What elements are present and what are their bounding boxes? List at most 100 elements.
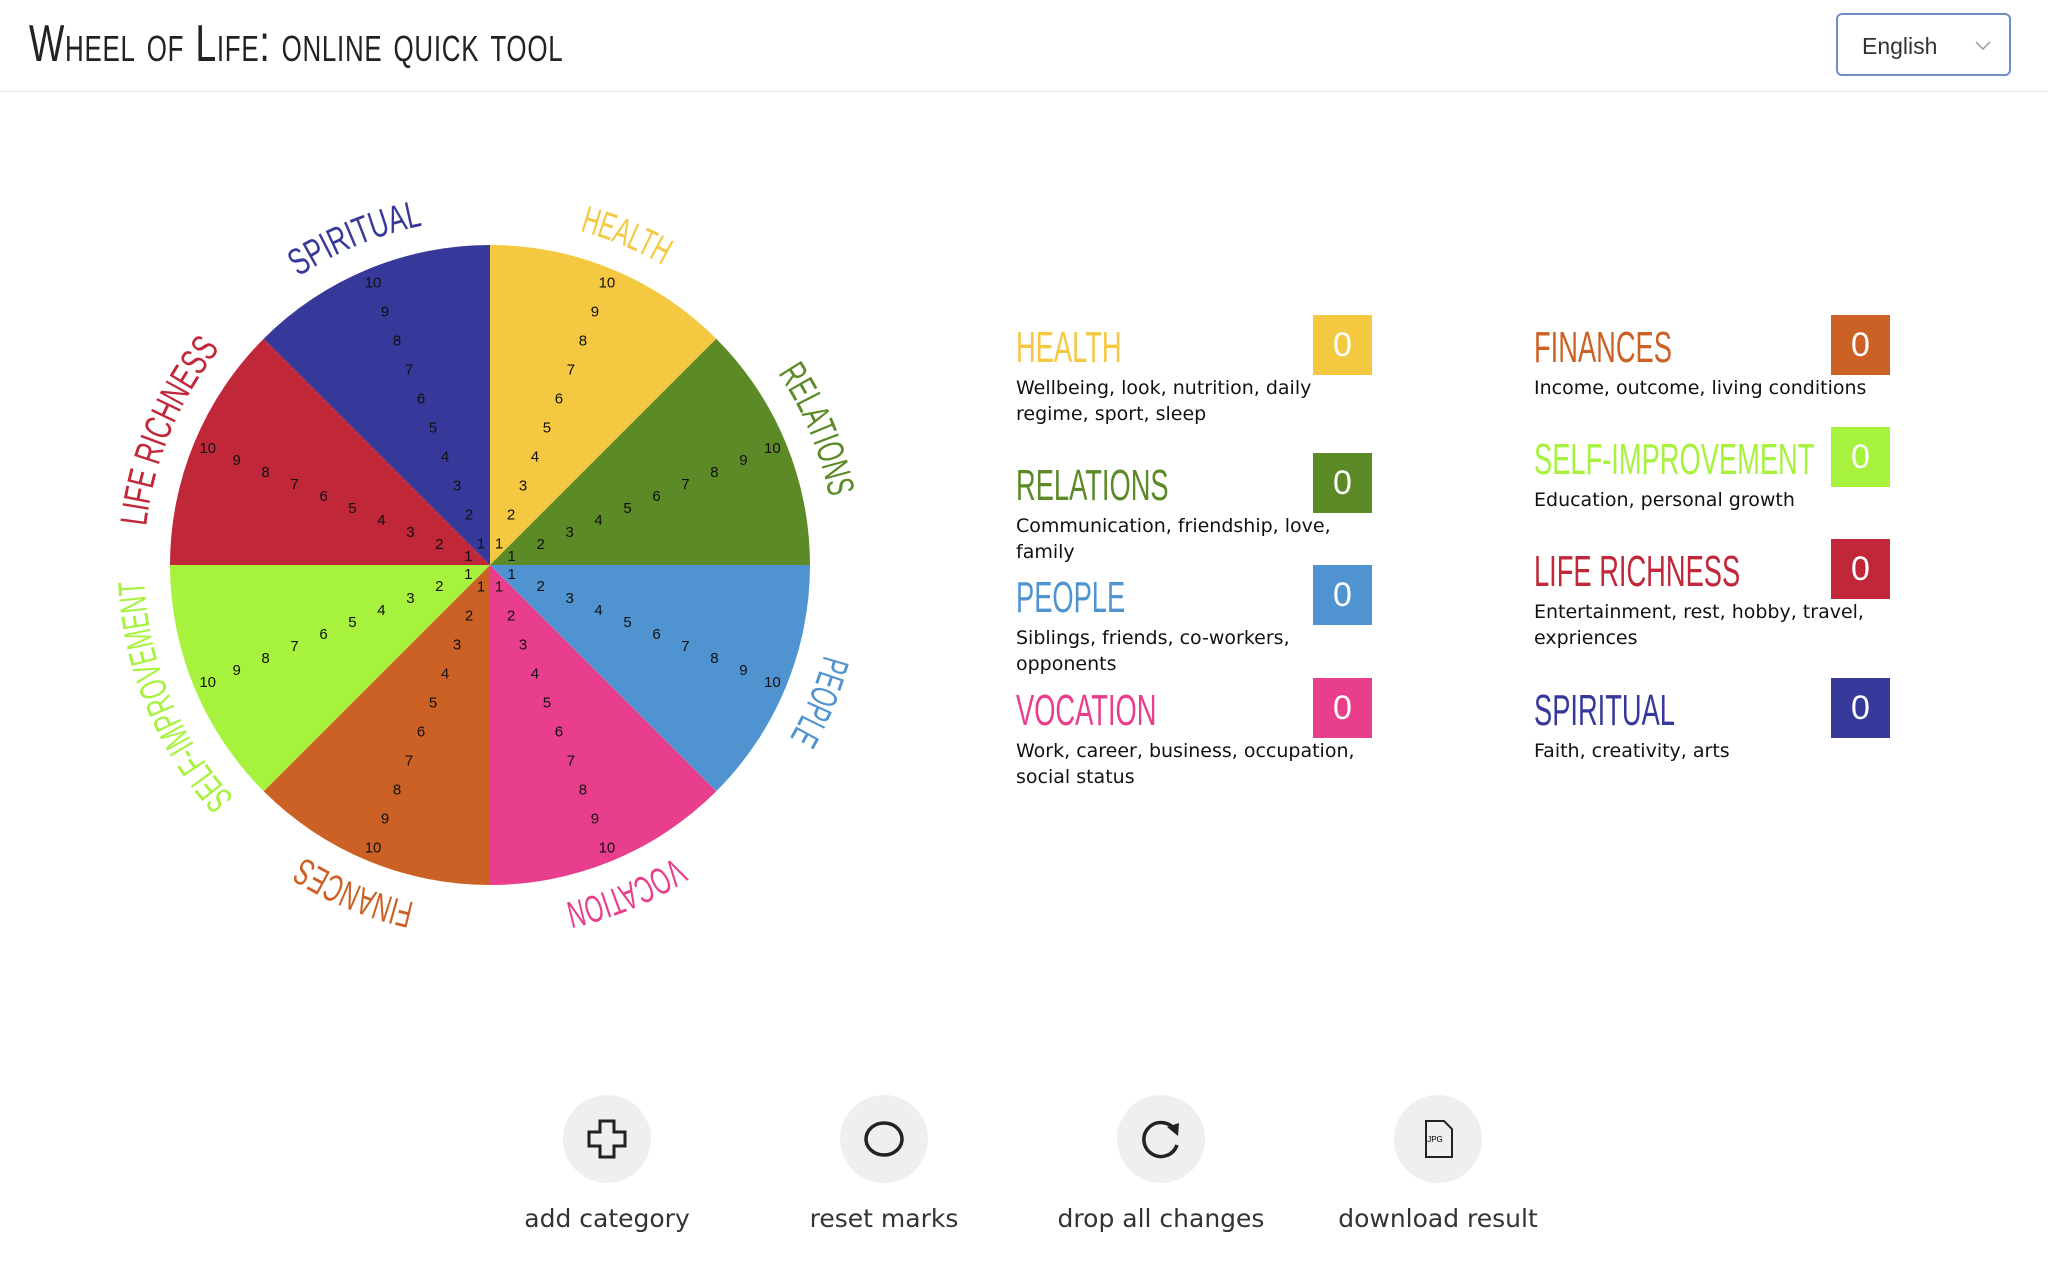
header: Wheel of Life: online quick tool English	[0, 0, 2048, 92]
wheel-sector[interactable]	[170, 565, 490, 792]
wheel-sector[interactable]	[263, 565, 490, 885]
scale-number: 2	[465, 608, 473, 625]
wheel-sector[interactable]	[490, 565, 810, 792]
page-title: Wheel of Life: online quick tool	[29, 15, 564, 73]
scale-number: 4	[377, 602, 385, 619]
scale-number: 4	[377, 512, 385, 529]
category-score[interactable]: 0	[1313, 315, 1372, 375]
scale-number: 4	[441, 666, 449, 683]
scale-number: 1	[495, 579, 503, 596]
scale-number: 1	[477, 579, 485, 596]
category-score[interactable]: 0	[1831, 315, 1890, 375]
category-name: SELF-IMPROVEMENT	[1534, 435, 1815, 484]
scale-number: 2	[435, 536, 443, 553]
scale-number: 2	[537, 536, 545, 553]
category-score[interactable]: 0	[1831, 678, 1890, 738]
scale-number: 4	[531, 666, 539, 683]
scale-number: 6	[319, 626, 327, 643]
scale-number: 6	[555, 390, 563, 407]
action-label[interactable]: drop all changes	[1057, 1204, 1265, 1233]
button-circle	[1394, 1095, 1482, 1183]
scale-number: 1	[464, 566, 472, 583]
scale-number: 2	[537, 578, 545, 595]
scale-number: 5	[543, 419, 551, 436]
scale-number: 10	[365, 839, 382, 856]
scale-number: 3	[453, 477, 461, 494]
action-button[interactable]	[839, 1094, 929, 1184]
scale-number: 8	[261, 650, 269, 667]
wheel-sector[interactable]	[490, 338, 810, 565]
category-score[interactable]: 0	[1313, 678, 1372, 738]
category-score[interactable]: 0	[1313, 565, 1372, 625]
button-circle	[1117, 1095, 1205, 1183]
action-label[interactable]: reset marks	[809, 1204, 959, 1233]
scale-number: 1	[477, 535, 485, 552]
scale-number: 5	[429, 695, 437, 712]
scale-number: 1	[495, 535, 503, 552]
icon-shape	[1167, 1123, 1179, 1136]
category-name: SPIRITUAL	[1534, 686, 1675, 735]
category-name: FINANCES	[1534, 323, 1672, 372]
scale-number: 7	[567, 752, 575, 769]
scale-number: 8	[261, 464, 269, 481]
scale-number: 7	[405, 752, 413, 769]
action-button[interactable]	[562, 1094, 652, 1184]
category-description: Wellbeing, look, nutrition, daily regime…	[1016, 377, 1312, 425]
scale-number: 8	[393, 781, 401, 798]
category-score[interactable]: 0	[1831, 427, 1890, 487]
scale-number: 10	[199, 674, 216, 691]
icon-shape	[1142, 1120, 1179, 1159]
chevron	[1975, 41, 1991, 51]
scale-number: 7	[681, 476, 689, 493]
language-select[interactable]: English	[1836, 13, 2011, 76]
scale-number: 3	[565, 524, 573, 541]
scale-number: 4	[531, 448, 539, 465]
scale-number: 3	[519, 477, 527, 494]
scale-number: 4	[594, 512, 602, 529]
scale-number: 9	[739, 662, 747, 679]
icon-shape	[864, 1121, 904, 1157]
scale-number: 8	[710, 464, 718, 481]
category-description: Faith, creativity, arts	[1534, 740, 1730, 762]
scale-number: 7	[290, 476, 298, 493]
scale-number: 3	[406, 524, 414, 541]
scale-number: 2	[435, 578, 443, 595]
scale-number: 5	[543, 695, 551, 712]
icon-shape	[587, 1119, 627, 1159]
scale-number: 7	[290, 638, 298, 655]
scale-number: 5	[348, 614, 356, 631]
scale-number: 4	[441, 448, 449, 465]
category-description: Communication, friendship, love, family	[1016, 515, 1331, 563]
scale-number: 6	[319, 488, 327, 505]
scale-number: 6	[555, 724, 563, 741]
category-description: Entertainment, rest, hobby, travel, expr…	[1534, 601, 1864, 649]
scale-number: 1	[464, 548, 472, 565]
wheel: 12345678910HEALTH12345678910RELATIONS123…	[111, 193, 861, 935]
scale-number: 7	[567, 362, 575, 379]
button-icon	[587, 1119, 627, 1159]
scale-number: 6	[652, 488, 660, 505]
scale-number: 10	[199, 440, 216, 457]
scale-number: 9	[381, 810, 389, 827]
category-name: HEALTH	[1016, 323, 1122, 372]
wheel-sector[interactable]	[263, 245, 490, 565]
scale-number: 1	[508, 566, 516, 583]
action-label[interactable]: download result	[1338, 1204, 1538, 1233]
scale-number: 8	[579, 781, 587, 798]
action-button[interactable]	[1116, 1094, 1206, 1184]
category-score[interactable]: 0	[1831, 539, 1890, 599]
action-button[interactable]: JPG	[1393, 1094, 1483, 1184]
scale-number: 6	[652, 626, 660, 643]
wheel-sector[interactable]	[490, 565, 717, 885]
wheel-sector[interactable]	[490, 245, 717, 565]
action-label[interactable]: add category	[524, 1204, 690, 1233]
scale-number: 2	[507, 506, 515, 523]
language-value: English	[1862, 33, 1938, 59]
scale-number: 10	[764, 674, 781, 691]
scale-number: 5	[623, 614, 631, 631]
scale-number: 10	[365, 275, 382, 292]
category-score[interactable]: 0	[1313, 453, 1372, 513]
wheel-sector[interactable]	[170, 338, 490, 565]
scale-number: 8	[579, 333, 587, 350]
